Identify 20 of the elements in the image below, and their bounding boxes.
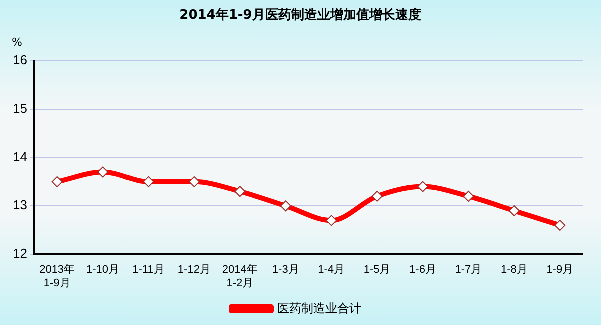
x-tick-label: 2013年 1-9月	[40, 264, 76, 290]
x-tick-label: 1-12月	[178, 264, 211, 276]
x-tick-label: 1-7月	[455, 264, 482, 276]
y-axis-title: %	[12, 36, 22, 49]
y-tick-label: 16	[12, 52, 28, 68]
y-tick-label: 13	[12, 198, 28, 213]
x-tick-label: 1-8月	[500, 264, 528, 276]
x-tick-label: 1-5月	[364, 264, 391, 276]
x-tick-label: 1-10月	[86, 264, 120, 276]
y-tick-label: 12	[12, 246, 28, 262]
y-tick-label: 14	[12, 149, 28, 164]
x-tick-label: 2014年 1-2月	[222, 264, 258, 290]
x-tick-label: 1-4月	[318, 264, 346, 276]
x-tick-label: 1-9月	[546, 264, 574, 276]
chart-title: 2014年1-9月医药制造业增加值增长速度	[178, 6, 422, 24]
x-tick-label: 1-6月	[410, 264, 436, 276]
x-tick-label: 1-11月	[132, 264, 165, 276]
x-tick-label: 1-3月	[272, 264, 300, 276]
legend-label: 医药制造业合计	[278, 301, 362, 316]
y-tick-label: 15	[12, 100, 28, 116]
